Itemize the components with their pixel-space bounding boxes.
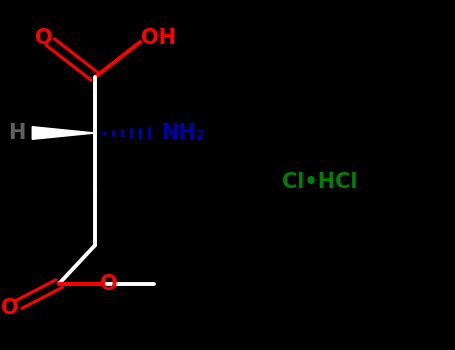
Text: O: O: [35, 28, 52, 49]
Text: O: O: [1, 298, 19, 318]
Text: O: O: [100, 273, 117, 294]
Text: NH₂: NH₂: [161, 123, 205, 143]
Polygon shape: [32, 127, 95, 139]
Text: Cl•HCl: Cl•HCl: [283, 172, 358, 192]
Text: OH: OH: [141, 28, 176, 49]
Text: H: H: [8, 123, 25, 143]
